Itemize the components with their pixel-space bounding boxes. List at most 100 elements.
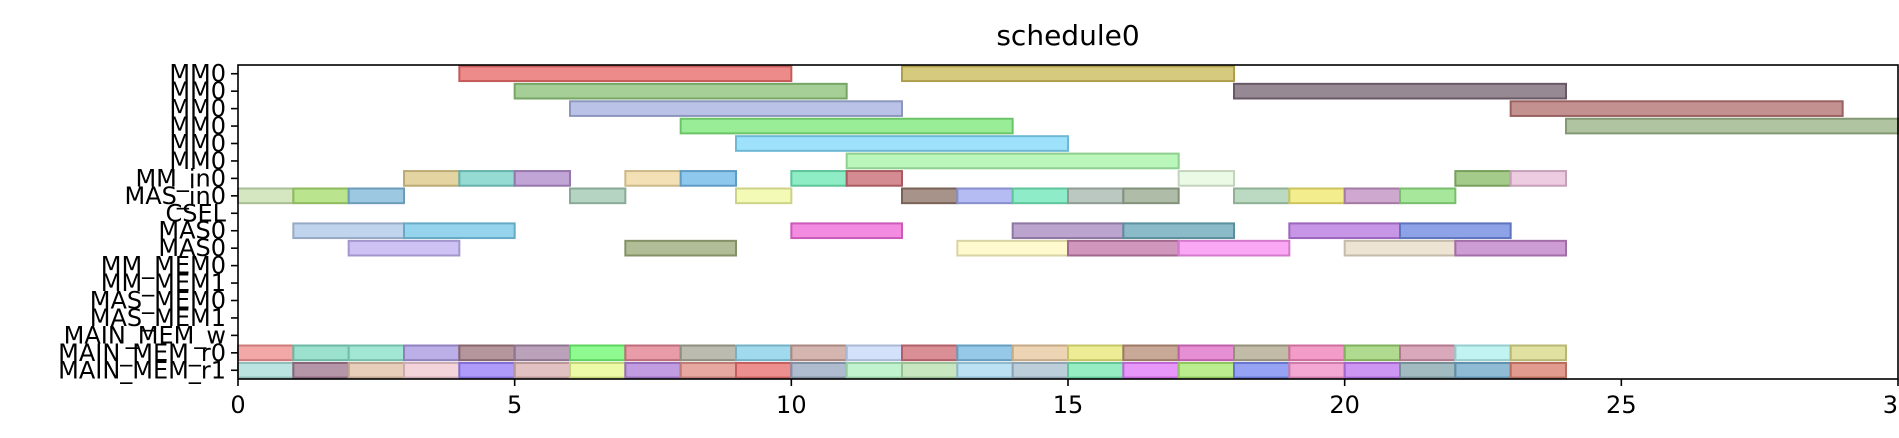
task-bar [735, 344, 793, 362]
x-tick-label: 10 [776, 391, 807, 419]
task-bar [1399, 361, 1457, 379]
task-bar [735, 187, 793, 205]
task-bar [1288, 361, 1346, 379]
task-bar [292, 344, 350, 362]
task-bar [1177, 344, 1235, 362]
y-tick-label: MM0 [169, 95, 226, 123]
task-bar [1067, 344, 1125, 362]
chart-title: schedule0 [996, 19, 1139, 52]
task-bar [1067, 239, 1180, 257]
task-bar [1067, 361, 1125, 379]
task-bar [458, 361, 516, 379]
task-bar [845, 361, 904, 379]
task-bar [624, 170, 682, 187]
x-tick-label: 5 [507, 391, 522, 419]
task-bar [1343, 344, 1401, 362]
task-bar [1288, 187, 1346, 205]
y-tick-label: MAIN_MEM_r1 [58, 356, 226, 384]
task-bar [1067, 187, 1125, 205]
task-bar [1399, 222, 1512, 240]
task-bar [1454, 239, 1568, 257]
task-bar [1454, 170, 1512, 187]
y-tick-label: MM0 [169, 130, 226, 158]
task-bar [956, 344, 1014, 362]
task-bar [347, 361, 405, 379]
task-bar [1288, 344, 1346, 362]
task-bar [1011, 222, 1125, 240]
x-tick-label: 15 [1053, 391, 1084, 419]
task-bar [1233, 82, 1567, 100]
x-tick-label: 25 [1606, 391, 1637, 419]
task-bar [901, 187, 959, 205]
task-bar [901, 361, 959, 379]
x-tick-label: 20 [1329, 391, 1360, 419]
task-bar [1177, 361, 1235, 379]
task-bar [845, 344, 904, 362]
task-bar [1343, 361, 1401, 379]
task-bar [513, 344, 572, 362]
task-bar [735, 135, 1069, 152]
task-bar [679, 117, 1014, 135]
task-bar [458, 344, 516, 362]
y-tick-label: MAS_in0 [124, 182, 226, 210]
y-tick-label: MAS0 [158, 217, 226, 245]
task-bar [569, 344, 627, 362]
y-tick-label: MM0 [169, 112, 226, 140]
task-bar [458, 65, 793, 83]
task-bar [403, 361, 461, 379]
y-tick-label: MM0 [169, 147, 226, 175]
task-bar [1122, 187, 1180, 205]
y-tick-label: MAIN_MEM_r0 [58, 339, 226, 367]
task-bar [1011, 361, 1070, 379]
y-tick-label: MM0 [169, 77, 226, 105]
task-bar [292, 187, 350, 205]
task-bar [403, 222, 516, 240]
task-bar [458, 170, 516, 187]
x-axis: 0 5 10 15 20 25 30 [230, 379, 1899, 419]
task-bar [237, 187, 295, 205]
task-bar [569, 187, 627, 205]
task-bar [790, 170, 848, 187]
x-tick-label: 0 [230, 391, 245, 419]
task-bar [403, 170, 461, 187]
task-bar [513, 361, 572, 379]
task-bar [513, 82, 848, 100]
task-bar [956, 239, 1069, 257]
task-bar [347, 344, 405, 362]
y-tick-label: MM0 [169, 60, 226, 88]
task-bar [1565, 117, 1899, 135]
task-bar [1509, 100, 1844, 117]
task-bar [292, 361, 350, 379]
task-bar [1399, 344, 1457, 362]
task-bar [1509, 170, 1567, 187]
task-bar [292, 222, 406, 240]
task-bar [790, 344, 848, 362]
task-bar [845, 152, 1180, 170]
task-bar [1509, 344, 1567, 362]
y-tick-label: MM_MEM0 [101, 252, 226, 280]
task-bars [237, 65, 1899, 379]
task-bar [790, 361, 848, 379]
task-bar [347, 239, 461, 257]
task-bar [1343, 187, 1401, 205]
task-bar [1509, 361, 1567, 379]
task-bar [956, 361, 1014, 379]
task-bar [1233, 344, 1291, 362]
task-bar [569, 361, 627, 379]
task-bar [956, 187, 1014, 205]
task-bar [237, 344, 295, 362]
y-tick-label: CSEL [165, 199, 226, 227]
task-bar [1233, 361, 1291, 379]
x-tick-label: 30 [1883, 391, 1899, 419]
task-bar [845, 170, 904, 187]
task-bar [1011, 187, 1070, 205]
task-bar [1454, 361, 1512, 379]
task-bar [624, 239, 737, 257]
task-bar [901, 65, 1235, 83]
task-bar [403, 344, 461, 362]
y-tick-label: MAS0 [158, 234, 226, 262]
y-tick-label: MAS_MEM0 [90, 287, 226, 315]
task-bar [735, 361, 793, 379]
task-bar [1122, 361, 1180, 379]
